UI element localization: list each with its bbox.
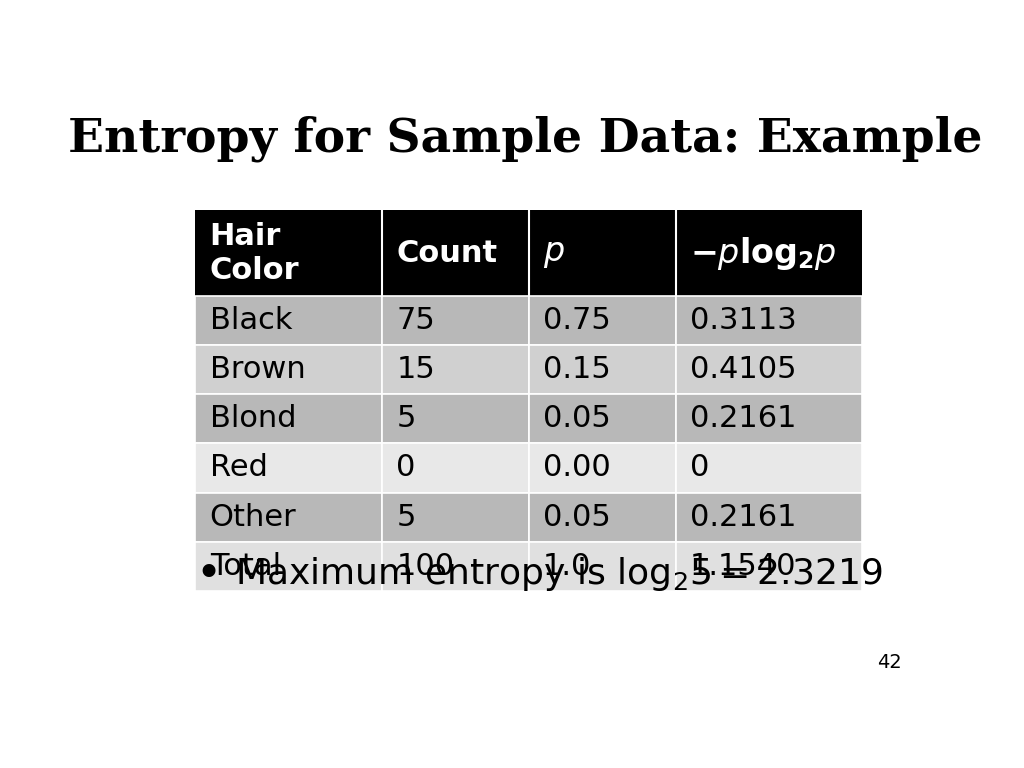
Text: 0.05: 0.05 [543, 502, 610, 531]
Text: 0.2161: 0.2161 [690, 502, 797, 531]
Bar [676, 296, 862, 346]
Text: 0.2161: 0.2161 [690, 405, 797, 433]
Bar [382, 492, 528, 541]
Text: 0.75: 0.75 [543, 306, 610, 335]
Text: $\mathbf{-\it{p}}\mathbf{log_2}\mathbf{\it{p}}$: $\mathbf{-\it{p}}\mathbf{log_2}\mathbf{\… [690, 235, 837, 272]
Bar [676, 443, 862, 492]
Text: $\mathbf{\it{p}}$: $\mathbf{\it{p}}$ [543, 237, 565, 270]
Text: •: • [196, 553, 221, 596]
Bar [196, 346, 382, 394]
Bar [196, 443, 382, 492]
Text: 75: 75 [396, 306, 435, 335]
Text: Maximum entropy is $\log_2\!5 = 2.3219$: Maximum entropy is $\log_2\!5 = 2.3219$ [236, 555, 883, 593]
Text: 0.15: 0.15 [543, 356, 610, 384]
Text: 0.00: 0.00 [543, 453, 610, 482]
Text: Blond: Blond [210, 405, 296, 433]
Text: Total: Total [210, 551, 281, 581]
Text: Red: Red [210, 453, 267, 482]
Bar [676, 492, 862, 541]
Text: 0.4105: 0.4105 [690, 356, 797, 384]
Text: Hair
Color: Hair Color [210, 222, 299, 285]
Text: 42: 42 [877, 653, 902, 672]
Bar [382, 346, 528, 394]
Text: 0: 0 [396, 453, 416, 482]
Bar [196, 541, 382, 591]
Bar [382, 296, 528, 346]
Bar [382, 541, 528, 591]
Bar [196, 492, 382, 541]
Text: 5: 5 [396, 405, 416, 433]
Bar [528, 346, 676, 394]
Text: 1.0: 1.0 [543, 551, 592, 581]
Bar [528, 296, 676, 346]
Text: 0: 0 [690, 453, 710, 482]
Bar [528, 492, 676, 541]
Bar [382, 394, 528, 443]
Bar [528, 443, 676, 492]
Bar [196, 210, 862, 296]
Text: 0.05: 0.05 [543, 405, 610, 433]
Text: Black: Black [210, 306, 292, 335]
Text: 5: 5 [396, 502, 416, 531]
Bar [528, 394, 676, 443]
Text: Count: Count [396, 239, 498, 268]
Text: 0.3113: 0.3113 [690, 306, 797, 335]
Text: Entropy for Sample Data: Example: Entropy for Sample Data: Example [68, 116, 982, 162]
Bar [196, 394, 382, 443]
Text: 100: 100 [396, 551, 455, 581]
Text: 1.1540: 1.1540 [690, 551, 797, 581]
Bar [528, 541, 676, 591]
Bar [196, 296, 382, 346]
Bar [676, 394, 862, 443]
Text: Brown: Brown [210, 356, 305, 384]
Bar [676, 346, 862, 394]
Text: 15: 15 [396, 356, 435, 384]
Bar [382, 443, 528, 492]
Text: Other: Other [210, 502, 297, 531]
Bar [676, 541, 862, 591]
